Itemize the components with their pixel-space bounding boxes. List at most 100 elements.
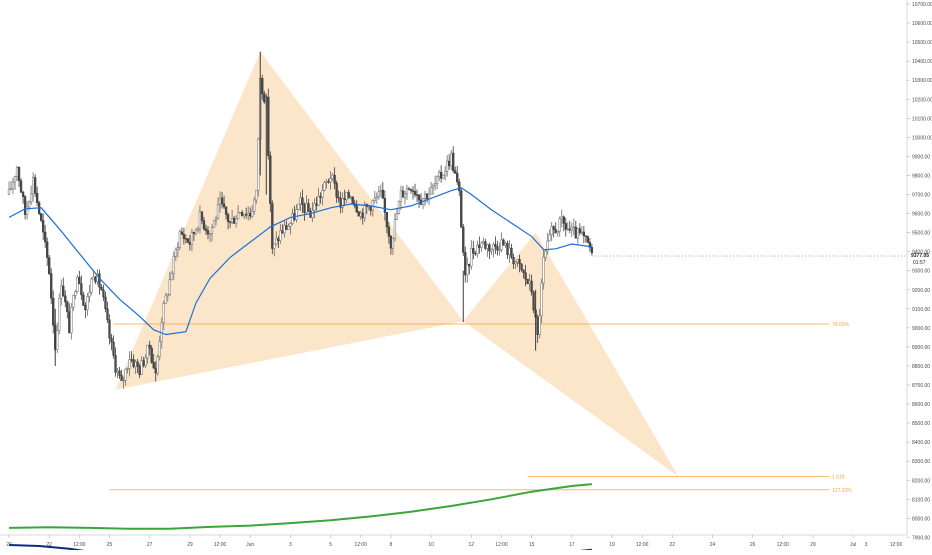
candle-body — [492, 244, 495, 250]
candle-body — [512, 256, 515, 265]
candle-body — [409, 189, 413, 191]
x-tick-label: 15 — [529, 542, 535, 548]
candle-body — [23, 196, 27, 215]
moving-average-ma100 — [8, 483, 592, 530]
time-axis[interactable]: 20 22 12:00 25 27 29 12:00 Jun 3 5 12:00 8 10 12 12:00… — [6, 535, 902, 548]
x-tick-label: 12:00 — [636, 542, 649, 548]
candle-body — [114, 355, 117, 373]
candle-body — [156, 356, 159, 374]
candle-body — [488, 244, 491, 252]
candle-body — [136, 361, 139, 367]
candle-body — [345, 192, 348, 200]
candle-body — [70, 307, 73, 334]
candle-body — [72, 295, 75, 308]
candle-body — [373, 197, 376, 201]
candle-body — [144, 357, 147, 367]
candle-body — [48, 257, 51, 274]
candle-body — [403, 193, 407, 198]
candle-body — [116, 370, 119, 373]
candle-body — [29, 193, 33, 203]
candle-body — [25, 206, 29, 215]
x-tick-label: 12:00 — [73, 542, 86, 548]
candle-body — [152, 362, 155, 369]
candle-body — [558, 218, 561, 232]
candle-body — [249, 212, 252, 217]
candle-body — [182, 234, 186, 239]
candle-body — [140, 360, 143, 375]
candle-body — [329, 178, 332, 183]
candle-body — [251, 210, 254, 217]
x-tick-label: 22 — [46, 542, 52, 548]
candle-body — [289, 223, 292, 227]
candle-body — [297, 203, 300, 210]
x-tick-label: 24 — [710, 542, 716, 548]
candle-body — [216, 204, 220, 219]
candle-body — [544, 250, 547, 258]
candle-body — [349, 196, 352, 199]
candle-body — [351, 196, 354, 204]
candle-body — [548, 234, 551, 242]
y-tick-label: 10700.00 — [912, 2, 932, 8]
candle-body — [363, 204, 366, 219]
candle-body — [413, 191, 417, 195]
candle-body — [393, 219, 397, 239]
candle-body — [446, 160, 449, 172]
y-tick-label: 10500.00 — [912, 40, 932, 46]
candle-body — [130, 359, 133, 361]
candle-body — [311, 210, 314, 218]
candle-body — [556, 231, 559, 234]
candle-body — [291, 213, 294, 224]
candle-body — [35, 192, 39, 203]
candle-body — [108, 319, 111, 339]
candle-body — [562, 216, 565, 224]
candle-body — [315, 203, 318, 206]
candle-body — [295, 209, 298, 220]
candle-body — [40, 213, 43, 221]
candle-body — [122, 380, 125, 382]
candle-body — [33, 177, 37, 194]
candle-body — [456, 173, 459, 183]
current-price-label: 9377.05 — [911, 253, 929, 259]
candle-body — [468, 263, 471, 267]
candle-body — [299, 197, 302, 205]
candle-body — [319, 195, 322, 198]
y-tick-label: 8800.00 — [912, 364, 930, 370]
candle-body — [15, 167, 19, 177]
price-axis[interactable]: 10700.00 10600.00 10500.00 10400.00 10300.00… — [907, 2, 932, 541]
candle-body — [86, 296, 89, 311]
candle-body — [331, 174, 334, 179]
candle-body — [502, 239, 505, 246]
candle-body — [94, 276, 97, 283]
candle-body — [341, 198, 344, 208]
candle-body — [192, 231, 196, 234]
candle-body — [7, 189, 11, 195]
candle-body — [204, 228, 208, 231]
candle-body — [377, 191, 380, 198]
candle-body — [484, 241, 487, 249]
candle-body — [359, 212, 362, 217]
candle-body — [226, 214, 230, 222]
candle-body — [50, 273, 53, 299]
x-tick-label: 27 — [147, 542, 153, 548]
candle-body — [476, 244, 479, 255]
x-tick-label: 12 — [469, 542, 475, 548]
candle-body — [327, 181, 330, 183]
candle-body — [355, 205, 358, 213]
candle-body — [442, 174, 445, 179]
y-tick-label: 10300.00 — [912, 78, 932, 84]
y-tick-label: 10000.00 — [912, 135, 932, 141]
x-tick-label: 12:00 — [354, 542, 367, 548]
candle-body — [433, 183, 437, 186]
candle-body — [554, 229, 557, 234]
candle-body — [407, 188, 411, 190]
candle-body — [17, 167, 21, 182]
candle-body — [444, 170, 447, 176]
candle-body — [472, 248, 475, 254]
candle-body — [540, 282, 543, 317]
candle-body — [100, 287, 103, 291]
candle-body — [391, 237, 395, 249]
y-tick-label: 9600.00 — [912, 212, 930, 218]
candle-body — [166, 294, 169, 297]
pattern-triangle-bcd — [463, 232, 679, 477]
candle-body — [21, 192, 25, 197]
